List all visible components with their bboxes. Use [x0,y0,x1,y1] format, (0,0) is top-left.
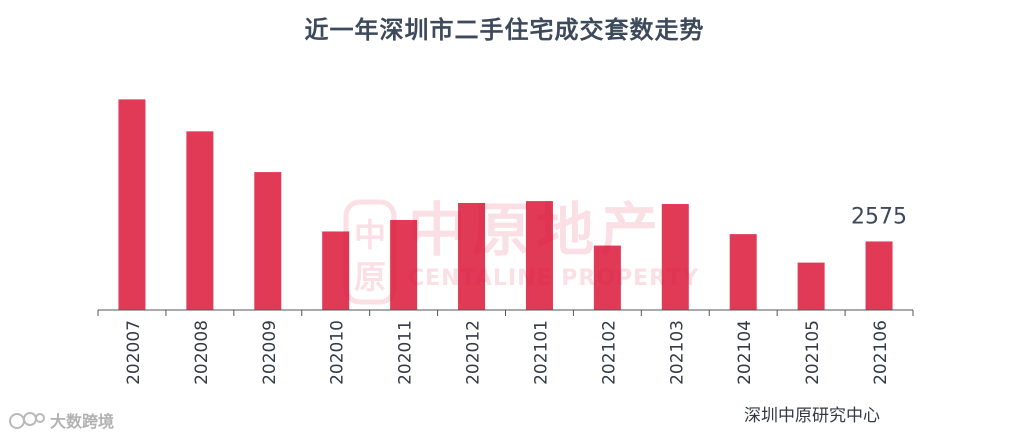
x-tick-label-202106: 202106 [871,320,891,385]
bar-202105 [797,262,825,310]
bars-group [118,99,893,311]
bar-202104 [729,234,757,310]
source-label: 深圳中原研究中心 [744,406,880,426]
x-ticks-group [97,310,914,316]
logo: 大数跨境 [8,408,114,432]
x-tick-label-202103: 202103 [667,320,687,385]
bar-202011 [390,220,418,310]
bar-202010 [322,231,350,310]
x-tick-label-202012: 202012 [464,320,484,385]
x-tick-label-202101: 202101 [531,320,551,385]
chart-title: 近一年深圳市二手住宅成交套数走势 [304,16,705,44]
logo-text: 大数跨境 [50,412,115,431]
bar-202008 [186,131,214,310]
bar-202007 [118,99,146,311]
x-tick-label-202008: 202008 [192,320,212,385]
x-tick-labels-group: 202007 202008 202009 202010 202011 202012 2021… [124,320,891,385]
bar-202009 [254,172,282,310]
x-tick-label-202102: 202102 [599,320,619,385]
x-tick-label-202007: 202007 [124,320,144,385]
data-labels-group: 2575 [851,204,907,229]
bar-202012 [458,202,486,310]
data-label-202106: 2575 [851,204,907,229]
bar-202106 [865,241,893,310]
logo-icon [9,412,45,429]
bar-202103 [661,204,689,310]
x-tick-label-202009: 202009 [260,320,280,385]
bar-202101 [525,201,553,310]
x-tick-label-202104: 202104 [735,320,755,385]
x-tick-label-202105: 202105 [803,320,823,385]
bar-202102 [593,245,621,310]
x-tick-label-202011: 202011 [396,320,416,385]
x-tick-label-202010: 202010 [328,320,348,385]
